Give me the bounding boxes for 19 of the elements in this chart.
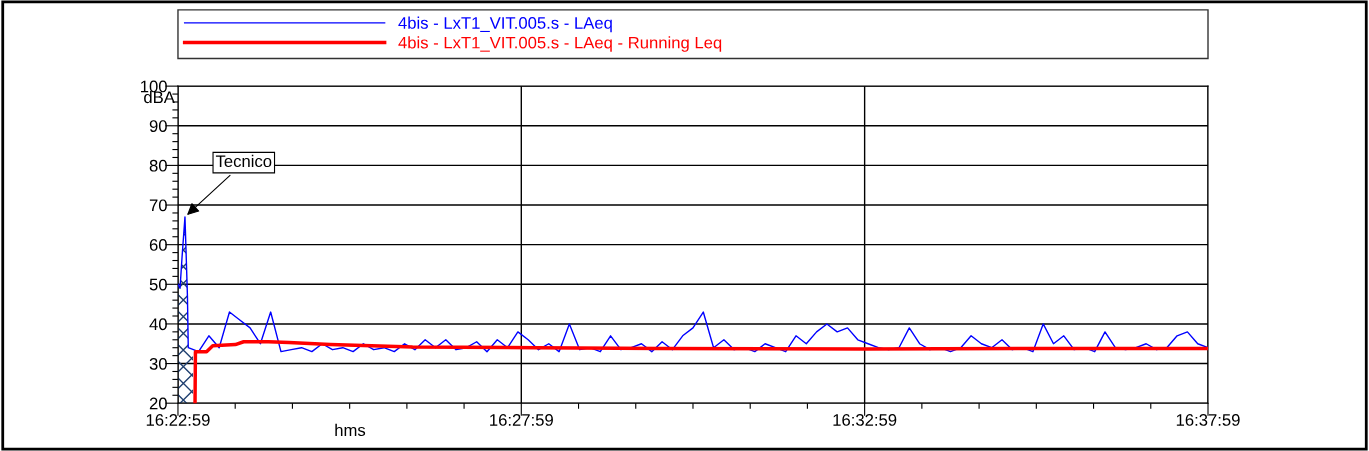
annotation: Tecnico bbox=[215, 154, 272, 168]
text: 4bis - LxT1_VIT.005.s - LAeq - Running Leq bbox=[398, 36, 722, 52]
x-tick-label: 16:37:59 bbox=[1176, 414, 1240, 426]
x-tick-label: 16:27:59 bbox=[490, 414, 553, 426]
y-tick-label: 40 bbox=[149, 318, 167, 331]
y-tick-label: 60 bbox=[149, 239, 167, 251]
y-tick-label: 80 bbox=[149, 159, 167, 172]
y-tick-label: 70 bbox=[149, 199, 167, 212]
line-series bbox=[193, 340, 1209, 404]
text: 4bis - LxT1_VIT.005.s - LAeq bbox=[398, 16, 612, 33]
y-tick-label: 50 bbox=[149, 278, 167, 291]
y-axis-title: dBA bbox=[144, 90, 175, 104]
y-tick-label: 100 bbox=[141, 80, 167, 93]
y-tick-label: 90 bbox=[149, 120, 167, 132]
x-tick-label: 16:22:59 bbox=[146, 414, 210, 426]
y-tick-label: 30 bbox=[149, 357, 167, 370]
x-axis-title: hms bbox=[335, 423, 366, 437]
y-tick-label: 20 bbox=[149, 397, 167, 410]
x-tick-label: 16:32:59 bbox=[833, 414, 897, 426]
